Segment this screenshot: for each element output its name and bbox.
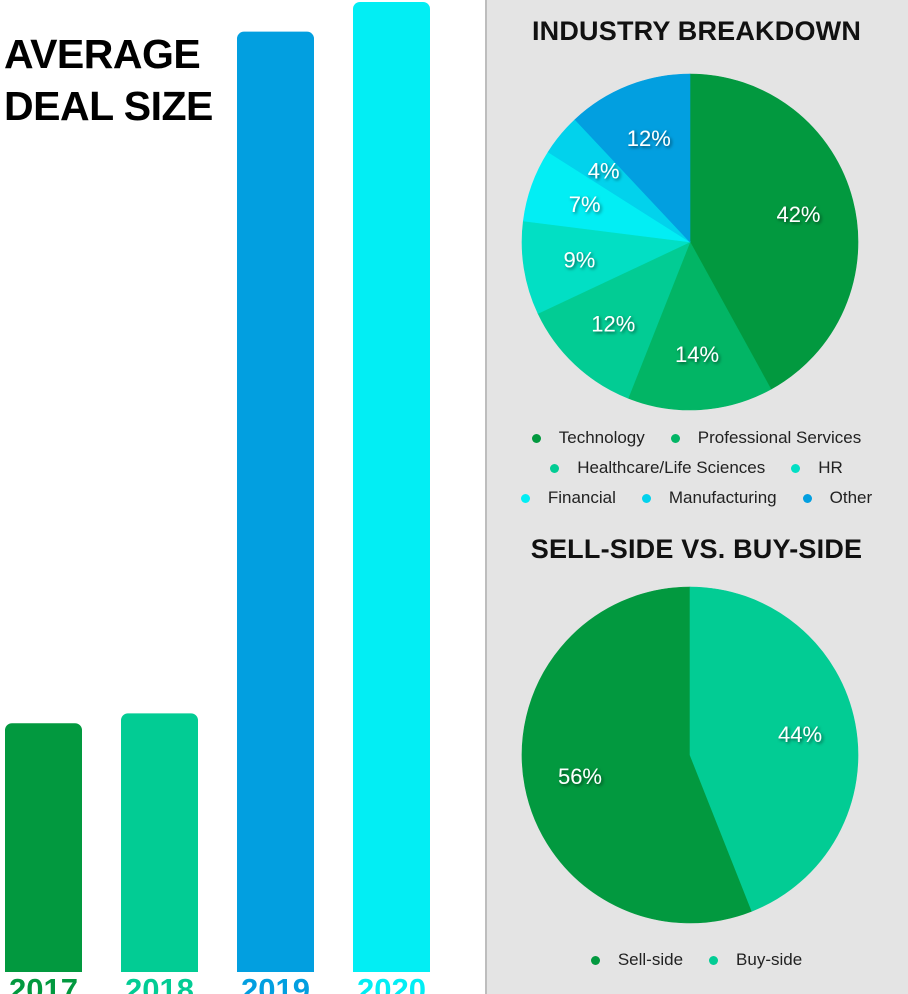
legend-dot-icon bbox=[670, 433, 680, 443]
industry-legend-label: Healthcare/Life Sciences bbox=[577, 458, 766, 477]
legend-dot-icon bbox=[520, 493, 530, 503]
industry-value-label-other: 12% bbox=[627, 126, 671, 151]
sellbuy-pie-chart: 56% 44% bbox=[521, 586, 859, 924]
industry-pie-chart: 42% 14% 12% 9% 7% 4% 12% bbox=[521, 73, 859, 411]
bar-chart-title-line-2: DEAL SIZE bbox=[4, 83, 213, 129]
legend-dot-icon bbox=[791, 463, 801, 473]
bar-chart: 2017 2018 2019 2020 bbox=[5, 2, 430, 994]
industry-legend-item: Other bbox=[802, 488, 873, 508]
industry-legend-label: Financial bbox=[547, 488, 616, 507]
bar-label-2019: 2019 bbox=[241, 972, 310, 994]
bar-label-2018: 2018 bbox=[125, 972, 194, 994]
industry-legend-item: Healthcare/Life Sciences bbox=[550, 458, 765, 478]
industry-legend-item: Financial bbox=[520, 488, 616, 508]
industry-legend-item: HR bbox=[791, 458, 843, 478]
legend-dot-icon bbox=[802, 493, 812, 503]
bar-label-2017: 2017 bbox=[9, 972, 78, 994]
sellbuy-legend-item: Buy-side bbox=[709, 950, 802, 970]
industry-value-label-manufacturing: 4% bbox=[588, 159, 620, 184]
sellbuy-value-label-sell-side: 56% bbox=[558, 764, 602, 789]
sellbuy-slice-sell-side bbox=[521, 586, 753, 924]
industry-legend-label: HR bbox=[818, 458, 843, 477]
industry-legend-label: Manufacturing bbox=[668, 488, 777, 507]
legend-dot-icon bbox=[590, 955, 600, 965]
sellbuy-value-label-buy-side: 44% bbox=[778, 722, 822, 747]
legend-dot-icon bbox=[531, 433, 541, 443]
bar-chart-title-line-1: AVERAGE bbox=[4, 31, 201, 77]
industry-slice-healthcare-life-sciences bbox=[537, 241, 691, 399]
bar-chart-title: AVERAGE DEAL SIZE bbox=[4, 28, 213, 132]
industry-legend-item: Technology bbox=[531, 428, 645, 448]
bar-2019 bbox=[237, 31, 314, 972]
sellbuy-legend-label: Buy-side bbox=[736, 950, 803, 969]
industry-value-label-financial: 7% bbox=[569, 192, 601, 217]
bar-2017 bbox=[5, 723, 82, 972]
industry-legend-label: Technology bbox=[558, 428, 645, 447]
industry-legend-label: Other bbox=[829, 488, 873, 507]
legend-dot-icon bbox=[641, 493, 651, 503]
sellbuy-legend-item: Sell-side bbox=[590, 950, 684, 970]
industry-slice-other bbox=[574, 73, 691, 243]
industry-legend-row: Technology Professional Services bbox=[485, 428, 908, 448]
industry-legend-row: Financial Manufacturing Other bbox=[485, 488, 908, 508]
legend-dot-icon bbox=[550, 463, 560, 473]
industry-value-label-healthcare-life-sciences: 12% bbox=[591, 312, 635, 337]
industry-legend-item: Manufacturing bbox=[641, 488, 777, 508]
industry-value-label-professional-services: 14% bbox=[675, 342, 719, 367]
industry-value-label-hr: 9% bbox=[563, 248, 595, 273]
industry-slice-professional-services bbox=[627, 241, 772, 411]
industry-pie-title: INDUSTRY BREAKDOWN bbox=[531, 16, 862, 46]
bar-2020 bbox=[353, 2, 430, 972]
sellbuy-legend-label: Sell-side bbox=[617, 950, 684, 969]
industry-legend-item: Professional Services bbox=[670, 428, 862, 448]
industry-slice-hr bbox=[521, 220, 692, 314]
industry-slice-technology bbox=[689, 73, 859, 390]
sellbuy-legend-row: Sell-side Buy-side bbox=[485, 950, 908, 970]
sellbuy-slice-buy-side bbox=[689, 586, 859, 912]
industry-legend-row: Healthcare/Life Sciences HR bbox=[485, 458, 908, 478]
bar-label-2020: 2020 bbox=[357, 972, 426, 994]
industry-value-label-technology: 42% bbox=[776, 202, 820, 227]
legend-dot-icon bbox=[709, 955, 719, 965]
bar-2018 bbox=[121, 713, 198, 972]
sellbuy-pie-title: SELL-SIDE VS. BUY-SIDE bbox=[530, 534, 863, 564]
industry-legend-label: Professional Services bbox=[697, 428, 862, 447]
